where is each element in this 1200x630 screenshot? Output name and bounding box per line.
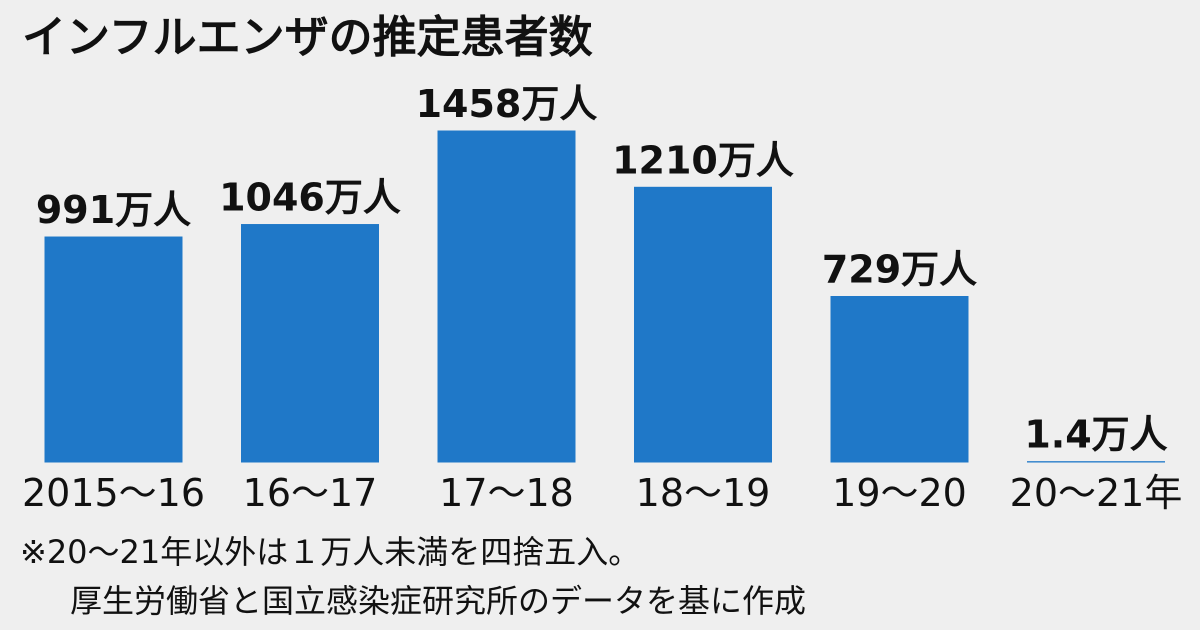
x-tick-label: 20～21年 [1010,471,1183,515]
value-label: 991万人 [36,188,191,232]
bar [241,224,379,463]
value-label: 1210万人 [612,138,794,182]
value-label: 729万人 [822,248,977,292]
bar [830,296,969,463]
x-tick-label: 2015～16 [22,471,205,515]
x-tick-label: 16～17 [243,471,378,515]
x-tick-label: 19～20 [832,471,967,515]
x-tick-label: 17～18 [439,471,574,515]
value-label: 1046万人 [219,176,401,220]
chart-title: インフルエンザの推定患者数 [22,12,593,63]
x-tick-label: 18～19 [636,471,771,515]
value-label: 1.4万人 [1024,413,1167,457]
note: 厚生労働省と国立感染症研究所のデータを基に作成 [70,582,806,620]
note: ※20～21年以外は１万人未満を四捨五入。 [20,533,640,571]
bar [44,236,183,463]
value-label: 1458万人 [416,82,598,126]
bar [437,130,576,463]
bar [634,186,772,463]
